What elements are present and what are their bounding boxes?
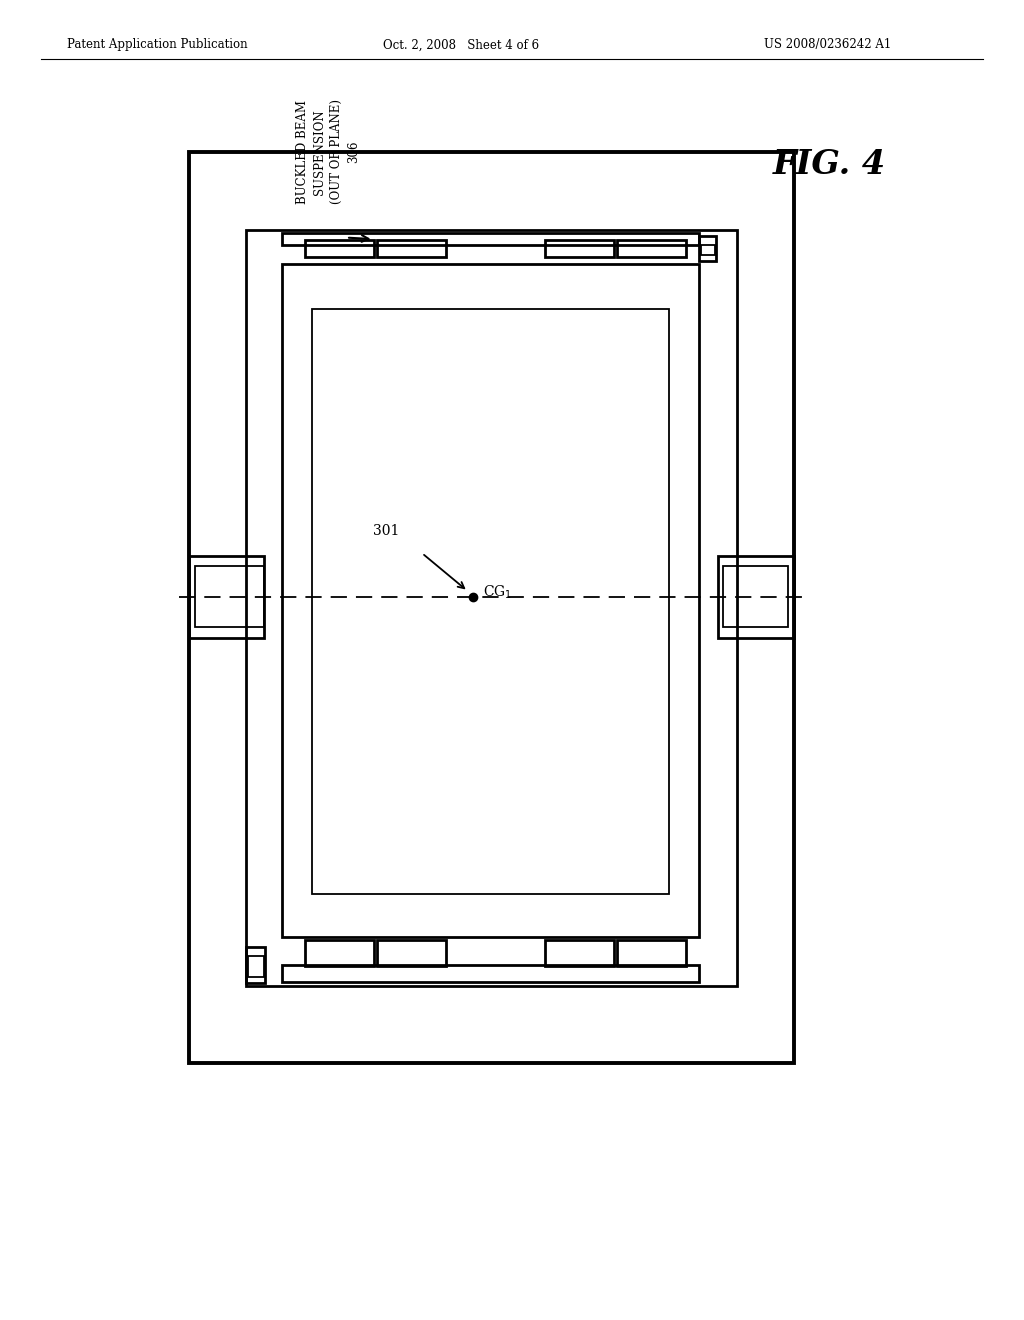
Bar	[617, 239, 686, 257]
Bar	[304, 940, 374, 965]
Bar	[246, 946, 265, 983]
Bar	[248, 956, 264, 977]
Bar	[545, 940, 613, 965]
Bar	[377, 940, 445, 965]
Bar	[701, 246, 715, 255]
Text: 301: 301	[373, 524, 399, 537]
Bar	[282, 965, 699, 982]
Bar	[719, 556, 794, 638]
Bar	[699, 235, 717, 261]
Bar	[617, 940, 686, 965]
Text: Patent Application Publication: Patent Application Publication	[67, 38, 247, 51]
Text: FIG. 4: FIG. 4	[773, 149, 886, 181]
Bar	[189, 556, 264, 638]
Text: Oct. 2, 2008   Sheet 4 of 6: Oct. 2, 2008 Sheet 4 of 6	[383, 38, 539, 51]
Bar	[723, 566, 788, 627]
Bar	[195, 566, 264, 627]
Bar	[377, 239, 445, 257]
Bar	[312, 309, 669, 894]
Bar	[304, 239, 374, 257]
Bar	[246, 230, 737, 986]
Bar	[282, 264, 699, 937]
Bar	[282, 234, 699, 246]
Text: US 2008/0236242 A1: US 2008/0236242 A1	[764, 38, 891, 51]
Text: BUCKLED BEAM
SUSPENSION
(OUT OF PLANE)
306: BUCKLED BEAM SUSPENSION (OUT OF PLANE) 3…	[296, 99, 359, 205]
Bar	[545, 239, 613, 257]
Bar	[189, 152, 794, 1063]
Text: CG$_1$: CG$_1$	[483, 583, 512, 602]
